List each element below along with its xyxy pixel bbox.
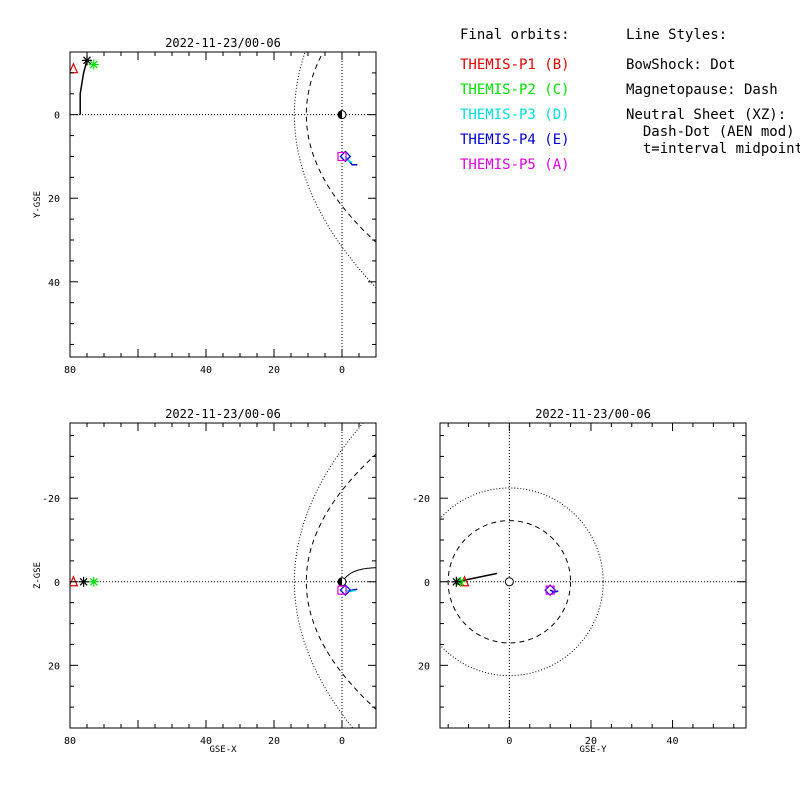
black-asterisk-marker xyxy=(82,55,92,66)
magnetopause-curve xyxy=(305,453,376,710)
y-tick-label: -20 xyxy=(412,494,430,505)
legend-p2: THEMIS-P2 (C) xyxy=(460,82,570,98)
x-tick-label: 0 xyxy=(339,365,345,376)
legend-p3: THEMIS-P3 (D) xyxy=(460,107,570,123)
final-orbits-title: Final orbits: xyxy=(460,27,570,43)
line-style-dash-dot: Dash-Dot (AEN mod) xyxy=(626,124,795,140)
line-style-midpoint: t=interval midpoint xyxy=(626,141,800,157)
earth-icon xyxy=(504,577,514,587)
chart-title: 2022-11-23/00-06 xyxy=(165,407,281,421)
chart-title: 2022-11-23/00-06 xyxy=(535,407,651,421)
line-styles-title: Line Styles: xyxy=(626,27,728,43)
y-tick-label: 0 xyxy=(54,578,60,589)
y-tick-label: 20 xyxy=(48,661,60,672)
plot-area xyxy=(70,52,376,357)
x-axis-label: GSE-Y xyxy=(579,745,607,755)
x-tick-label: 0 xyxy=(506,736,512,747)
y-tick-label: 20 xyxy=(418,661,430,672)
black-asterisk-marker xyxy=(78,576,89,587)
plot-frame xyxy=(69,422,377,729)
orbit-track-p3 xyxy=(345,589,356,593)
earth-night-side xyxy=(338,577,342,586)
y-axis-label: Z-GSE xyxy=(33,562,43,589)
probe-p4-marker xyxy=(339,150,352,163)
magnetopause-curve xyxy=(305,52,376,243)
black-asterisk-marker xyxy=(451,576,462,587)
y-tick-label: 0 xyxy=(424,578,430,589)
magnetopause-circle xyxy=(447,520,572,644)
x-tick-label: 20 xyxy=(268,365,280,376)
y-tick-label: -20 xyxy=(42,494,60,505)
neutral-sheet-curve xyxy=(341,567,376,583)
plot-area xyxy=(70,423,376,728)
probe-p2-marker xyxy=(88,576,99,587)
probe-p2-marker xyxy=(88,59,99,70)
plot-area xyxy=(440,423,746,728)
probe-p5-marker xyxy=(337,151,347,162)
chart-title: 2022-11-23/00-06 xyxy=(165,36,281,50)
x-tick-label: 40 xyxy=(667,736,679,747)
earth-night-side xyxy=(338,110,342,119)
x-tick-label: 40 xyxy=(200,736,212,747)
x-tick-label: 80 xyxy=(64,736,76,747)
x-tick-label: 20 xyxy=(268,736,280,747)
x-tick-label: 40 xyxy=(200,365,212,376)
probe-p4-marker xyxy=(339,584,352,596)
y-tick-label: 20 xyxy=(48,194,60,205)
line-style-magnetopause: Magnetopause: Dash xyxy=(626,82,778,98)
line-style-neutral-sheet: Neutral Sheet (XZ): xyxy=(626,107,787,123)
probe-p5-marker xyxy=(337,585,347,595)
bow-shock-curve xyxy=(293,52,376,289)
probe-p4-marker xyxy=(544,584,557,596)
legend-p4: THEMIS-P4 (E) xyxy=(460,132,570,148)
y-tick-label: 40 xyxy=(48,278,60,289)
x-tick-label: 0 xyxy=(339,736,345,747)
panel-3: 2022-11-23/00-06 GSE-Y 0 20 40 20 0 -20 xyxy=(412,407,747,755)
orbit-track-black xyxy=(79,60,88,115)
line-style-bowshock: BowShock: Dot xyxy=(626,57,736,73)
panel-1: 2022-11-23/00-06 Y-GSE 80 40 20 0 0 20 40 xyxy=(33,36,377,376)
panel-2: 2022-11-23/00-06 GSE-X Z-GSE 80 40 20 0 20 0 -20 xyxy=(33,407,377,755)
x-tick-label: 80 xyxy=(64,365,76,376)
x-axis-label: GSE-X xyxy=(209,745,237,755)
plot-frame xyxy=(69,51,377,358)
y-tick-label: 0 xyxy=(54,111,60,122)
legend-p5: THEMIS-P5 (A) xyxy=(460,157,570,173)
probe-p1-marker xyxy=(70,62,79,74)
legend-p1: THEMIS-P1 (B) xyxy=(460,57,570,73)
probe-p5-marker xyxy=(545,585,555,595)
x-tick-label: 20 xyxy=(585,736,597,747)
plot-frame xyxy=(439,422,747,729)
bow-shock-circle xyxy=(440,487,604,677)
y-axis-label: Y-GSE xyxy=(33,191,43,218)
